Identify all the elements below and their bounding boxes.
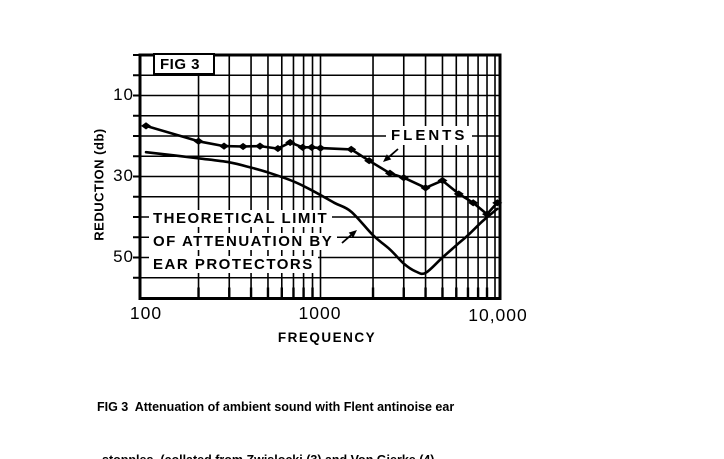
figure-caption: FIG 3 Attenuation of ambient sound with … [97,364,454,459]
series-label-flents: FLENTS [386,126,473,145]
series-label-theoretical-limit: THEORETICAL LIMIT OF ATTENUATION BY EAR … [149,208,338,276]
theoretical-label-line3: EAR PROTECTORS [149,255,318,273]
caption-line2: stopples (collated from Zwislocki (3) an… [102,452,454,459]
fig-number-box: FIG 3 [153,53,215,75]
x-tick-label-1000: 1000 [298,303,342,323]
x-tick-label-100: 100 [129,303,163,323]
y-tick-label-10: 10 [113,85,134,104]
theoretical-label-line1: THEORETICAL LIMIT [149,210,333,227]
fig-number-label: FIG 3 [160,55,201,73]
caption-line1: FIG 3 Attenuation of ambient sound with … [97,400,455,414]
y-tick-label-30: 30 [113,166,134,185]
theoretical-label-line2: OF ATTENUATION BY [149,232,338,250]
x-axis-title: FREQUENCY [277,330,377,345]
y-axis-title: REDUCTION (db) [91,128,107,241]
x-tick-label-10000: 10,000 [468,305,528,325]
y-tick-label-50: 50 [113,247,134,266]
